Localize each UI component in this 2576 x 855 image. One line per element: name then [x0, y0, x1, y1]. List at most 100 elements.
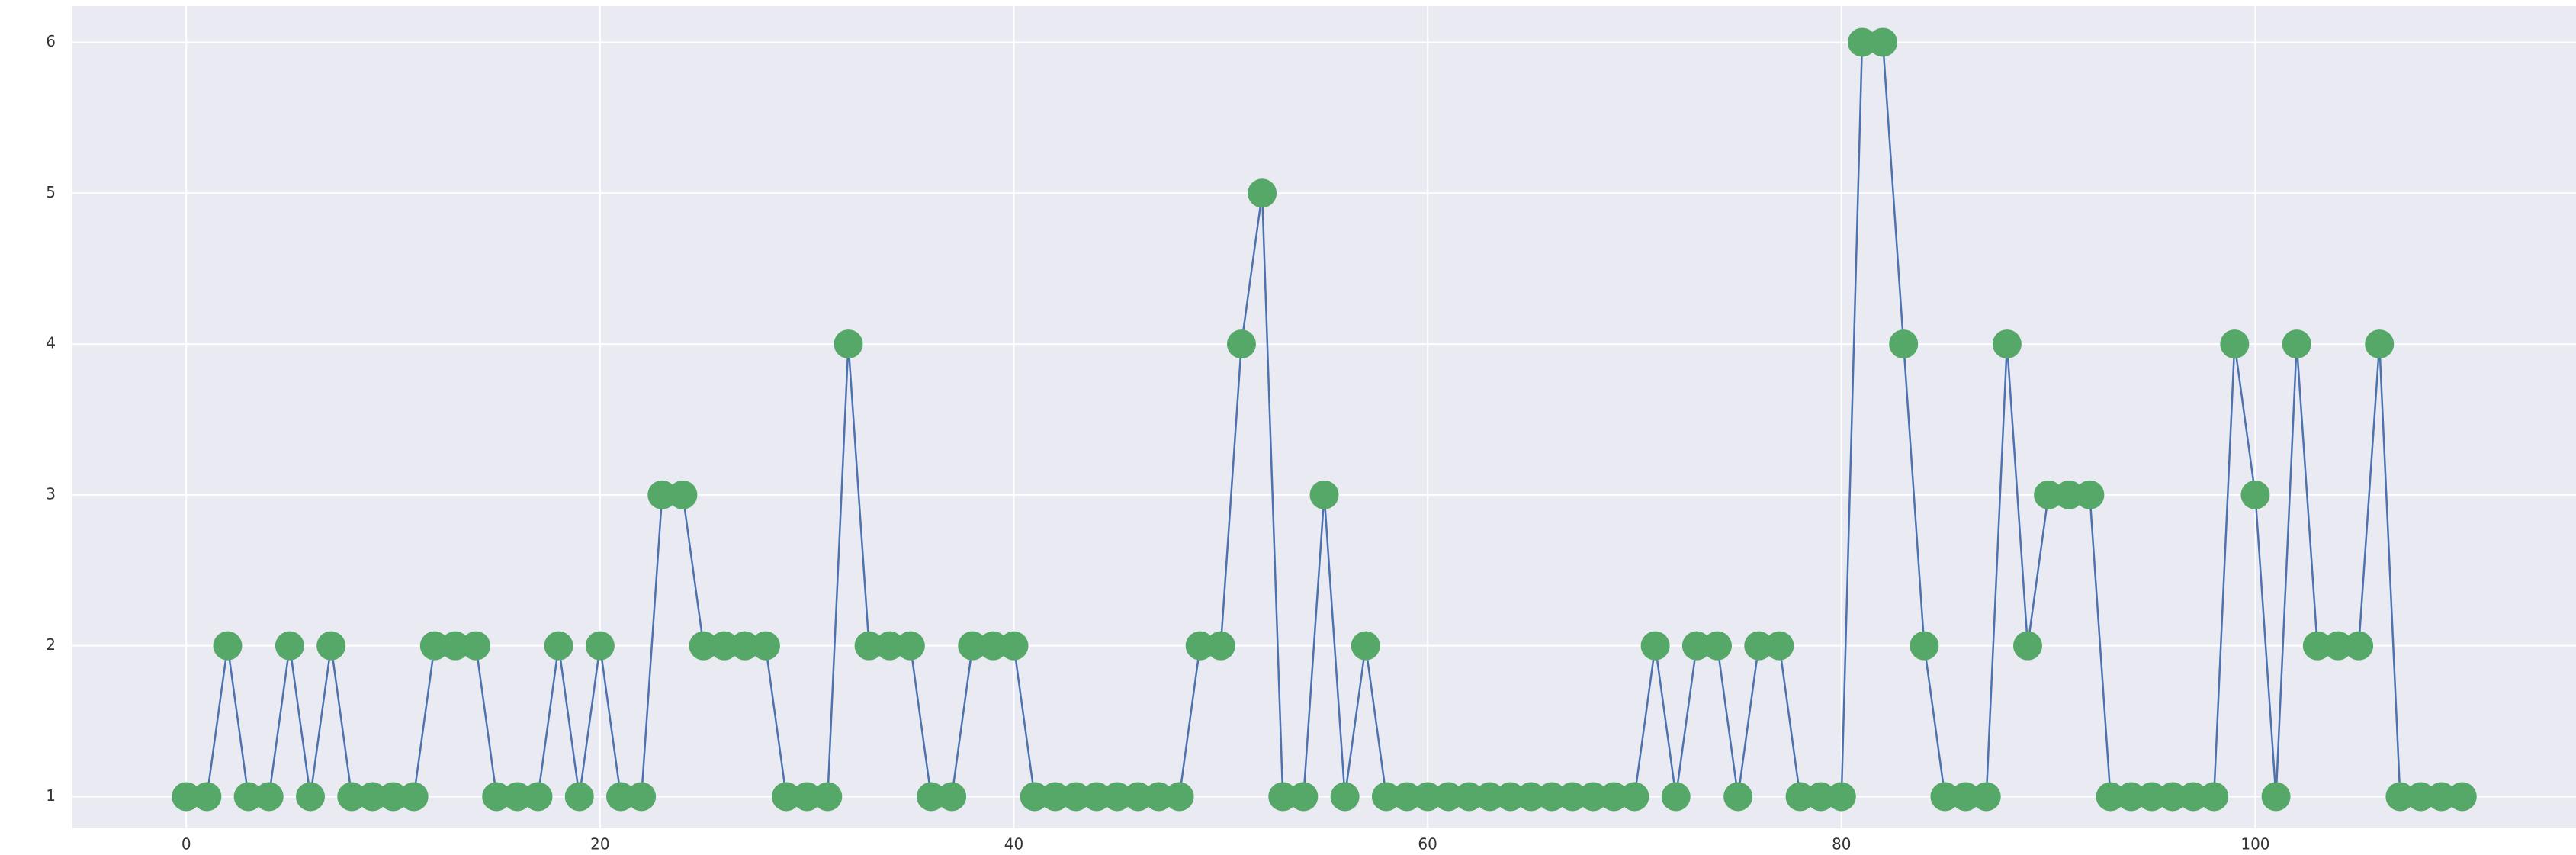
marker [2096, 782, 2125, 812]
marker [1889, 329, 1919, 359]
marker [316, 631, 346, 661]
marker [1951, 782, 1980, 812]
marker [1661, 782, 1691, 812]
marker [378, 782, 408, 812]
marker [2406, 782, 2436, 812]
marker [2012, 631, 2042, 661]
marker [564, 782, 594, 812]
marker [544, 631, 573, 661]
marker [606, 782, 636, 812]
marker [689, 631, 718, 661]
marker [1144, 782, 1174, 812]
marker [1765, 631, 1794, 661]
marker [1516, 782, 1546, 812]
marker [1744, 631, 1774, 661]
marker [1040, 782, 1070, 812]
x-tick-label: 60 [1418, 835, 1437, 853]
marker [2034, 480, 2064, 509]
marker [2323, 631, 2353, 661]
marker [1971, 782, 2001, 812]
marker [1579, 782, 1608, 812]
x-tick-label: 20 [590, 835, 609, 853]
marker [834, 329, 863, 359]
marker [1351, 631, 1380, 661]
x-tick-label: 0 [181, 835, 191, 853]
x-tick-label: 80 [1832, 835, 1851, 853]
marker [1640, 631, 1670, 661]
marker [2137, 782, 2166, 812]
marker [296, 782, 326, 812]
marker [916, 782, 946, 812]
marker [1826, 782, 1856, 812]
marker [875, 631, 904, 661]
marker [1910, 631, 1939, 661]
marker [585, 631, 615, 661]
marker [2282, 329, 2311, 359]
marker [937, 782, 967, 812]
marker [2240, 480, 2270, 509]
marker [1475, 782, 1505, 812]
marker [730, 631, 760, 661]
marker [813, 782, 843, 812]
marker [2365, 329, 2395, 359]
marker [1723, 782, 1753, 812]
marker [709, 631, 739, 661]
marker [958, 631, 988, 661]
marker [1681, 631, 1711, 661]
marker [233, 782, 263, 812]
marker [1495, 782, 1525, 812]
marker [1206, 631, 1235, 661]
marker [254, 782, 284, 812]
marker [1082, 782, 1112, 812]
marker [1434, 782, 1463, 812]
marker [1289, 782, 1319, 812]
y-tick-label: 2 [46, 635, 56, 654]
marker [2075, 480, 2105, 509]
marker [647, 480, 677, 509]
marker [1248, 178, 1277, 208]
marker [2447, 782, 2477, 812]
x-tick-label: 100 [2240, 835, 2269, 853]
marker [1599, 782, 1629, 812]
marker [668, 480, 698, 509]
marker [358, 782, 387, 812]
marker [1806, 782, 1836, 812]
marker [337, 782, 367, 812]
marker [792, 782, 822, 812]
y-tick-label: 1 [46, 786, 56, 805]
marker [772, 782, 801, 812]
marker [1123, 782, 1153, 812]
marker [1703, 631, 1733, 661]
marker [192, 782, 222, 812]
y-tick-label: 4 [46, 334, 56, 352]
marker [213, 631, 243, 661]
marker [1413, 782, 1443, 812]
marker [1185, 631, 1215, 661]
marker [2385, 782, 2415, 812]
marker [2157, 782, 2187, 812]
marker [1868, 27, 1898, 57]
y-tick-label: 3 [46, 484, 56, 503]
marker [419, 631, 449, 661]
marker [2116, 782, 2146, 812]
marker [440, 631, 470, 661]
marker [1558, 782, 1588, 812]
marker [1061, 782, 1090, 812]
marker [503, 782, 532, 812]
marker [275, 631, 304, 661]
marker [1454, 782, 1484, 812]
marker [1992, 329, 2022, 359]
plot-area [72, 6, 2576, 828]
marker [1371, 782, 1401, 812]
marker [1309, 480, 1339, 509]
marker [482, 782, 512, 812]
y-tick-label: 5 [46, 183, 56, 201]
marker [1103, 782, 1132, 812]
marker [1620, 782, 1649, 812]
marker [523, 782, 553, 812]
marker [399, 782, 429, 812]
marker [1785, 782, 1815, 812]
x-tick-label: 40 [1004, 835, 1023, 853]
marker [1164, 782, 1194, 812]
